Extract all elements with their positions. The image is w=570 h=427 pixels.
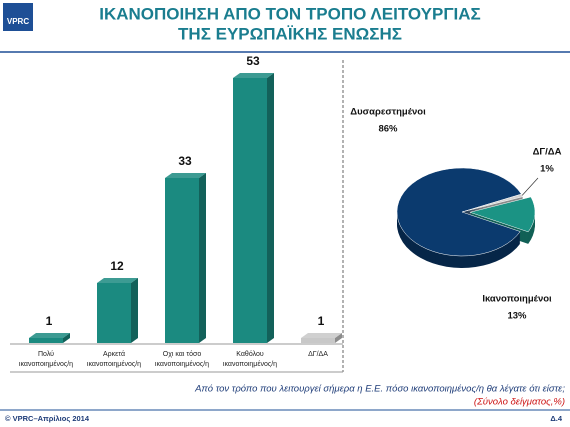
bar-side: [267, 73, 274, 343]
x-tick-label: Πολύ ικανοποιημένος/η: [18, 351, 74, 368]
pie-label: ΔΓ/ΔΑ: [533, 147, 562, 158]
value-label: 12: [110, 259, 124, 273]
page-number: Δ.4: [550, 414, 562, 423]
leader-line: [521, 177, 539, 196]
bar-top: [165, 173, 206, 178]
x-tick-label: Αρκετά ικανοποιημένος/η: [86, 351, 142, 368]
bar-side: [63, 333, 70, 343]
pie-slice: [461, 193, 524, 213]
pie-value-label: 13%: [507, 311, 527, 322]
pie-label: Δυσαρεστημένοι: [350, 107, 426, 118]
x-tick-label: Οχι και τόσο ικανοποιημένος/η: [154, 351, 210, 368]
value-label: 33: [178, 154, 192, 168]
pie-value-label: 1%: [540, 164, 554, 175]
bar: [301, 338, 335, 343]
note: (Σύνολο δείγματος,%): [474, 397, 565, 408]
bar-side: [335, 333, 342, 343]
logo: VPRC: [7, 17, 29, 26]
logo-box: [3, 3, 33, 31]
bar: [165, 178, 199, 343]
pie-slice: [396, 167, 522, 257]
bar-top: [301, 333, 342, 338]
footer: © VPRC–Απρίλιος 2014: [5, 414, 90, 423]
value-label: 53: [246, 54, 260, 68]
value-label: 1: [46, 314, 53, 328]
bar-top: [29, 333, 70, 338]
chart-title: ΙΚΑΝΟΠΟΙΗΣΗ ΑΠΟ ΤΟΝ ΤΡΟΠΟ ΛΕΙΤΟΥΡΓΙΑΣ: [99, 4, 481, 23]
pie-label: Ικανοποιημένοι: [482, 294, 552, 305]
bar: [233, 78, 267, 343]
x-tick-label: ΔΓ/ΔΑ: [308, 351, 328, 358]
bar-side: [131, 278, 138, 343]
pie-value-label: 86%: [378, 124, 398, 135]
bar-side: [199, 173, 206, 343]
question: Από τον τρόπο που λειτουργεί σήμερα η Ε.…: [194, 384, 565, 395]
bar: [97, 283, 131, 343]
bar-top: [97, 278, 138, 283]
pie-slice: [469, 196, 536, 233]
chart-title: ΤΗΣ ΕΥΡΩΠΑΪΚΗΣ ΕΝΩΣΗΣ: [178, 24, 402, 43]
value-label: 1: [318, 314, 325, 328]
bar: [29, 338, 63, 343]
x-tick-label: Καθόλου ικανοποιημένος/η: [222, 351, 278, 368]
bar-top: [233, 73, 274, 78]
